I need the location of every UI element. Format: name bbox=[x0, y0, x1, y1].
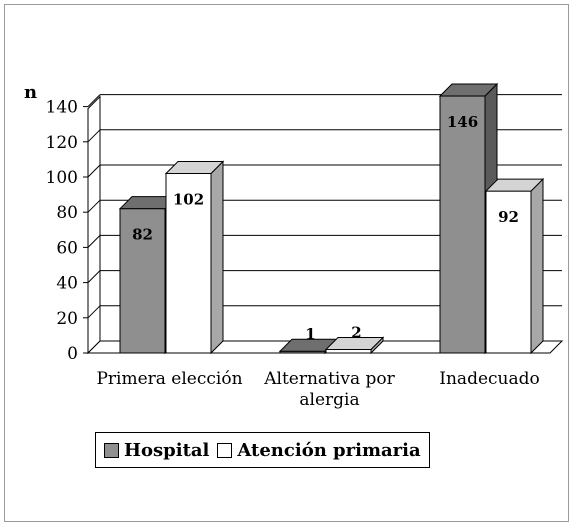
gridline-side bbox=[87, 94, 101, 107]
data-label: 82 bbox=[132, 226, 153, 244]
side-wall bbox=[87, 95, 101, 355]
bar-top bbox=[484, 178, 545, 192]
y-axis-title: n bbox=[24, 82, 37, 103]
legend-swatch-atencion-primaria bbox=[217, 442, 233, 458]
y-tick-label: 100 bbox=[46, 168, 78, 188]
legend-item-hospital: Hospital bbox=[104, 440, 209, 461]
bar-front bbox=[325, 348, 372, 354]
x-tick-label: alergia bbox=[299, 390, 359, 410]
y-tick-label: 0 bbox=[67, 344, 78, 364]
x-tick-label: Primera elección bbox=[96, 369, 242, 389]
gridline-side bbox=[87, 305, 101, 319]
y-tick-label: 20 bbox=[56, 309, 78, 329]
data-label: 146 bbox=[447, 113, 478, 131]
bar-front bbox=[119, 208, 166, 354]
y-tick-label: 120 bbox=[46, 133, 78, 153]
bar-top bbox=[324, 336, 385, 350]
bar-side bbox=[210, 160, 224, 355]
y-tick-label: 40 bbox=[56, 274, 78, 294]
bar-side bbox=[530, 177, 544, 355]
y-tick-label: 140 bbox=[46, 98, 78, 118]
legend-label-atencion-primaria: Atención primaria bbox=[237, 439, 421, 461]
gridline-side bbox=[87, 129, 101, 143]
legend-swatch-hospital bbox=[104, 442, 119, 458]
gridline-side bbox=[87, 164, 101, 178]
gridline-side bbox=[87, 270, 101, 283]
bar-top bbox=[438, 83, 499, 97]
legend-item-atencion-primaria: Atención primaria bbox=[217, 439, 421, 461]
bars bbox=[118, 82, 545, 355]
data-label: 92 bbox=[498, 208, 519, 226]
gridline-side bbox=[87, 199, 101, 213]
labels: 82 102 Primera elección 1 2 Alternativa poral… bbox=[96, 113, 539, 410]
data-label: 2 bbox=[351, 323, 361, 341]
x-tick-label: Alternativa por bbox=[263, 369, 395, 389]
gridline-side bbox=[87, 235, 101, 248]
bar-top bbox=[164, 160, 225, 174]
legend-label-hospital: Hospital bbox=[124, 439, 210, 461]
legend: Hospital Atención primaria bbox=[95, 432, 430, 468]
data-label: 1 bbox=[305, 325, 315, 343]
x-tick-label: Inadecuado bbox=[439, 369, 539, 389]
bar-front bbox=[165, 172, 212, 354]
y-tick-label: 60 bbox=[56, 238, 78, 258]
bar-front bbox=[439, 95, 486, 354]
y-tick-label: 80 bbox=[56, 203, 78, 223]
data-label: 102 bbox=[173, 190, 204, 208]
